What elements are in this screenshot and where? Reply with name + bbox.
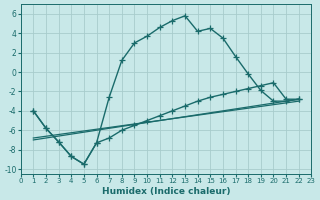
- X-axis label: Humidex (Indice chaleur): Humidex (Indice chaleur): [102, 187, 230, 196]
